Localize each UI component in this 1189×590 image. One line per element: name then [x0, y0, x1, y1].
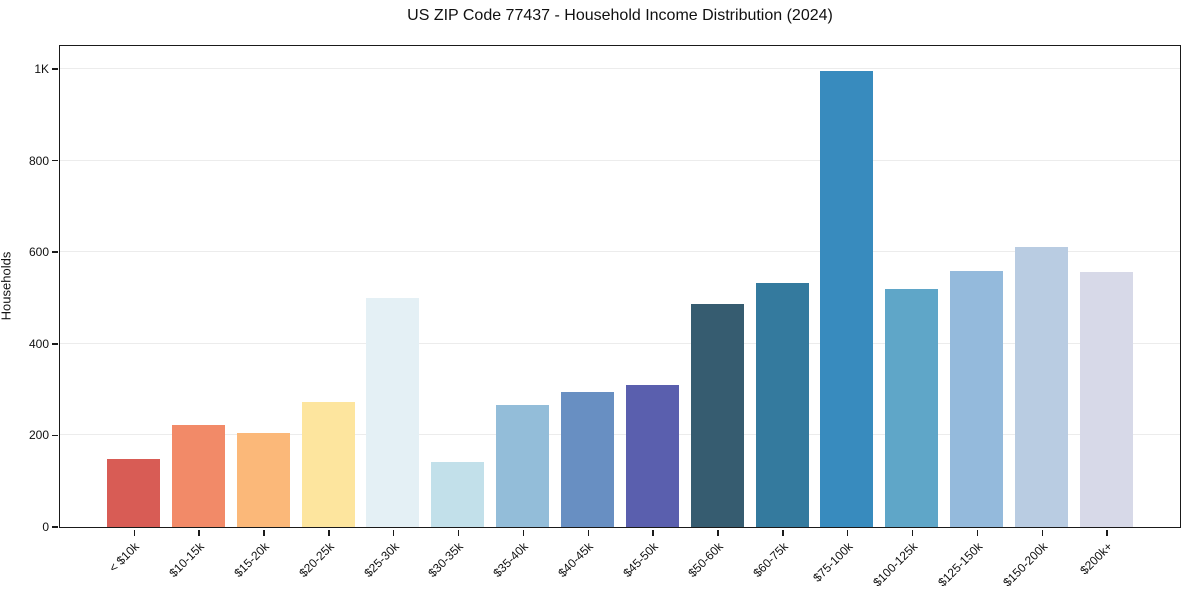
x-tick-mark	[457, 529, 460, 536]
bar-cell-4: $20-25k	[296, 46, 355, 580]
bar-cell-8: $40-45k	[555, 46, 615, 580]
x-tick-label: $200k+	[1076, 539, 1115, 578]
bar	[755, 282, 809, 527]
y-tick-label: 1K	[34, 62, 49, 76]
x-tick-mark	[133, 529, 135, 536]
x-tick-label: $100-125k	[870, 539, 921, 590]
x-tick-mark	[587, 529, 590, 536]
x-tick-mark	[652, 529, 654, 536]
gridline-200	[60, 434, 1180, 436]
gridline-800	[60, 159, 1180, 161]
bar-cell-11: $60-75k	[750, 46, 809, 580]
x-tick-label: $10-15k	[166, 539, 207, 580]
x-tick-label: $25-30k	[360, 539, 402, 580]
x-tick-label: $35-40k	[490, 539, 532, 580]
bar-cell-15: $150-200k	[1000, 46, 1069, 589]
x-tick-mark	[976, 529, 979, 536]
y-tick-label: 200	[28, 428, 49, 443]
bar-cell-6: $30-35k	[426, 46, 485, 580]
x-tick-label: $20-25k	[295, 539, 337, 580]
x-tick-label: < $10k	[106, 539, 142, 576]
bar	[431, 461, 485, 527]
x-tick-mark	[846, 529, 849, 536]
x-tick-mark	[782, 529, 784, 536]
bar	[690, 303, 744, 527]
x-tick-label: $30-35k	[425, 539, 467, 580]
y-tick-mark	[52, 251, 58, 253]
bar-cell-5: $25-30k	[361, 46, 420, 580]
x-tick-mark	[911, 529, 914, 536]
gridline-600	[60, 251, 1180, 253]
y-tick-label: 0	[42, 520, 49, 534]
bar	[496, 404, 550, 527]
x-tick-label: $15-20k	[231, 539, 272, 580]
gridline-1K	[60, 68, 1180, 69]
x-tick-mark	[263, 529, 265, 536]
bar	[561, 392, 615, 527]
bar	[107, 459, 160, 527]
x-tick-mark	[328, 529, 330, 536]
bar-cell-10: $50-60k	[685, 46, 744, 580]
bar-cell-13: $100-125k	[870, 46, 939, 589]
bar-cell-16: $200k+	[1077, 46, 1133, 577]
bar	[820, 71, 874, 527]
bar-cell-12: $75-100k	[810, 46, 874, 585]
x-tick-mark	[522, 529, 525, 536]
bar	[1015, 246, 1069, 527]
y-tick-mark	[52, 159, 58, 162]
bar	[301, 402, 355, 527]
bar	[950, 271, 1004, 527]
bar	[625, 384, 679, 527]
plot-area: < $10k $10-15k $15-20k $20-25k $25-30k $30-35…	[29, 45, 1181, 589]
y-tick-mark	[52, 526, 58, 528]
x-tick-label: $125-150k	[935, 539, 986, 590]
y-tick-mark	[52, 343, 58, 345]
bar-cell-7: $35-40k	[491, 46, 550, 580]
x-tick-label: $150-200k	[1000, 539, 1051, 590]
x-tick-mark	[1106, 529, 1108, 536]
x-tick-mark	[198, 529, 200, 536]
x-tick-label: $60-75k	[750, 539, 791, 580]
bar-cell-3: $15-20k	[231, 46, 290, 580]
bar-cell-1: < $10k	[106, 46, 160, 575]
bar-cell-2: $10-15k	[166, 46, 225, 580]
y-tick-label: 800	[28, 153, 49, 168]
x-tick-label: $50-60k	[685, 539, 726, 580]
x-tick-label: $45-50k	[620, 539, 661, 580]
x-tick-mark	[717, 529, 719, 536]
gridline-400	[60, 342, 1180, 344]
x-tick-mark	[1041, 529, 1044, 536]
bar	[885, 288, 939, 527]
y-axis-label: Households	[0, 251, 14, 321]
y-tick-mark	[52, 68, 58, 70]
bar	[1079, 272, 1133, 527]
y-tick-label: 600	[28, 245, 49, 260]
x-tick-label: $75-100k	[810, 539, 856, 585]
bar-cell-14: $125-150k	[935, 46, 1004, 589]
bar	[236, 433, 290, 527]
bar-series: < $10k $10-15k $15-20k $20-25k $25-30k $30-35…	[60, 46, 1180, 589]
bar	[171, 425, 225, 527]
x-tick-label: $40-45k	[555, 539, 597, 580]
bar-cell-9: $45-50k	[620, 46, 679, 580]
bar	[366, 298, 420, 527]
y-tick-mark	[52, 434, 58, 437]
chart-title: US ZIP Code 77437 - Household Income Dis…	[407, 7, 833, 24]
y-tick-label: 400	[28, 336, 49, 351]
x-tick-mark	[392, 529, 395, 536]
